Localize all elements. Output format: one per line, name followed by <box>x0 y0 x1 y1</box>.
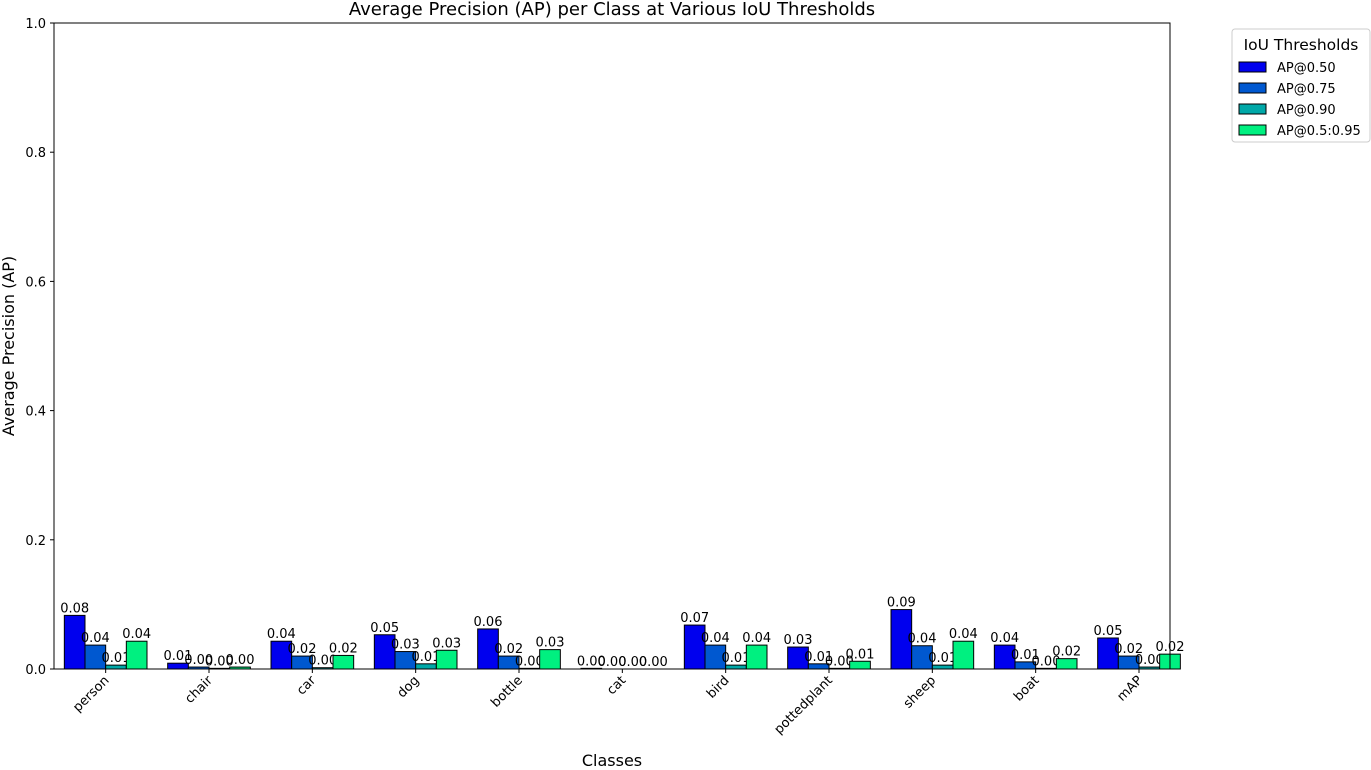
x-tick-label: boat <box>1011 673 1042 704</box>
bar-value-label: 0.00 <box>1135 653 1164 668</box>
bar <box>745 644 768 670</box>
chart-title: Average Precision (AP) per Class at Vari… <box>349 0 875 20</box>
plot-frame <box>53 22 1171 670</box>
bar-value-label: 0.04 <box>122 627 151 642</box>
bar-value-label: 0.00 <box>618 655 647 670</box>
bar-value-label: 0.00 <box>226 653 255 668</box>
bar-value-label: 0.00 <box>639 655 668 670</box>
bar-value-label: 0.00 <box>1032 654 1061 669</box>
legend: IoU Thresholds AP@0.50 AP@0.75 AP@0.90 AP@0… <box>1231 28 1371 143</box>
bar-value-label: 0.03 <box>536 636 565 651</box>
bar-value-label: 0.07 <box>680 611 709 626</box>
legend-swatch <box>1238 103 1267 115</box>
x-tick-label: dog <box>395 673 423 701</box>
bar <box>952 640 975 670</box>
bar <box>1055 658 1078 670</box>
y-tick-label: 0.8 <box>25 146 46 161</box>
y-tick-label: 0.2 <box>25 534 46 549</box>
x-tick-label: sheep <box>901 673 939 711</box>
y-tick-label: 0.6 <box>25 275 46 290</box>
x-tick-label: person <box>70 673 112 715</box>
bar-value-label: 0.02 <box>1052 645 1081 660</box>
legend-swatch <box>1238 82 1267 94</box>
bar-value-label: 0.02 <box>329 641 358 656</box>
bar-value-label: 0.09 <box>887 596 916 611</box>
bar-value-label: 0.00 <box>577 654 606 669</box>
bar-value-label: 0.04 <box>267 627 296 642</box>
bar-value-label: 0.04 <box>908 632 937 647</box>
y-tick-label: 1.0 <box>25 17 46 32</box>
bar-value-label: 0.00 <box>825 654 854 669</box>
bar-value-label: 0.03 <box>784 633 813 648</box>
bar-value-label: 0.01 <box>164 649 193 664</box>
x-tick-label: pottedplant <box>772 673 836 737</box>
bar-value-label: 0.06 <box>474 615 503 630</box>
bar-value-label: 0.01 <box>412 650 441 665</box>
x-axis-label: Classes <box>582 751 642 770</box>
bar-value-label: 0.04 <box>81 631 110 646</box>
bar-value-label: 0.01 <box>804 650 833 665</box>
x-tick-label: chair <box>182 673 216 707</box>
bar-value-label: 0.04 <box>949 627 978 642</box>
bar-value-label: 0.01 <box>722 651 751 666</box>
legend-swatch <box>1238 124 1267 136</box>
legend-label: AP@0.90 <box>1277 103 1336 118</box>
legend-title: IoU Thresholds <box>1244 36 1359 54</box>
bar-value-label: 0.08 <box>60 601 89 616</box>
bar-value-label: 0.03 <box>391 638 420 653</box>
bar <box>332 654 355 670</box>
legend-label: AP@0.50 <box>1277 61 1336 76</box>
legend-label: AP@0.5:0.95 <box>1277 124 1361 139</box>
bar <box>539 649 561 670</box>
bar <box>125 640 148 670</box>
bar-value-label: 0.01 <box>102 651 131 666</box>
bar-value-label: 0.00 <box>205 654 234 669</box>
bar-value-label: 0.04 <box>990 631 1019 646</box>
bar-value-label: 0.02 <box>1114 642 1143 657</box>
bar-value-label: 0.01 <box>1011 648 1040 663</box>
y-axis-label: Average Precision (AP) <box>0 256 18 436</box>
bar-value-label: 0.00 <box>515 654 544 669</box>
bar <box>849 660 871 670</box>
legend-swatch <box>1238 61 1267 73</box>
bar-value-label: 0.05 <box>370 621 399 636</box>
bar-value-label: 0.00 <box>184 653 213 668</box>
bar-value-label: 0.04 <box>742 631 771 646</box>
bar-value-label: 0.03 <box>432 636 461 651</box>
bar <box>435 649 458 670</box>
bar-value-label: 0.01 <box>928 651 957 666</box>
bar-value-label: 0.02 <box>494 642 523 657</box>
x-tick-label: mAP <box>1114 673 1146 705</box>
bar-value-label: 0.00 <box>598 655 627 670</box>
bar-value-label: 0.02 <box>288 642 317 657</box>
bar-value-label: 0.04 <box>701 631 730 646</box>
bar-value-label: 0.05 <box>1094 624 1123 639</box>
plot-area: 0.08 0.01 0.04 0.05 0.06 0.00 0.07 0.03 0.09 0.04… <box>25 17 1184 737</box>
y-tick-label: 0.4 <box>25 405 46 420</box>
legend-label: AP@0.75 <box>1277 82 1336 97</box>
bar-value-label: 0.00 <box>308 654 337 669</box>
bar-value-label: 0.01 <box>846 647 875 662</box>
x-tick-label: bottle <box>488 673 525 710</box>
x-tick-label: bird <box>704 673 732 701</box>
x-tick-label: cat <box>604 673 629 698</box>
x-tick-label: car <box>294 673 320 699</box>
y-tick-label: 0.0 <box>25 663 46 678</box>
